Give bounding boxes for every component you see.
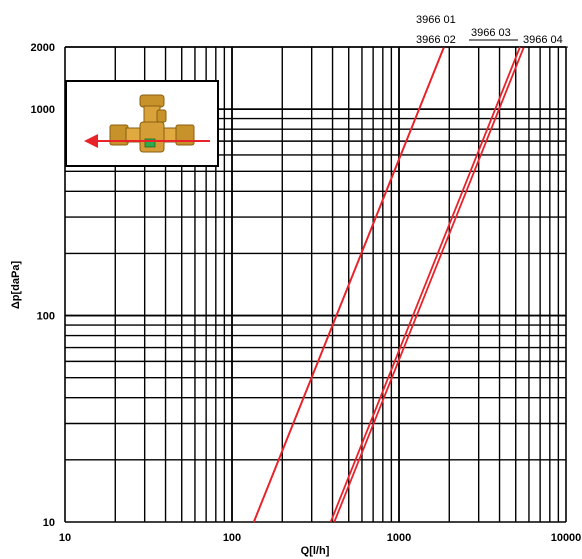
x-tick-label: 1000: [387, 532, 411, 544]
y-tick-label: 2000: [31, 42, 55, 54]
series-labels: 3966 01 3966 02 3966 03 3966 04: [414, 14, 568, 48]
x-tick-label: 10000: [551, 532, 582, 544]
y-tick-label: 10: [43, 517, 55, 529]
x-tick-labels: 10 100 1000 10000: [59, 532, 581, 544]
y-tick-label: 100: [37, 311, 55, 323]
series-label-3966-04: 3966 04: [523, 34, 563, 46]
y-tick-labels: 10 100 1000 2000: [31, 42, 55, 529]
x-axis-title: Q[l/h]: [301, 545, 330, 557]
y-tick-label: 1000: [31, 104, 55, 116]
series-line-3966-02: [252, 46, 445, 523]
series-label-3966-01: 3966 01: [416, 14, 456, 26]
series-lines: [252, 46, 525, 523]
valve-inset: [65, 80, 219, 167]
x-tick-label: 100: [223, 532, 241, 544]
y-axis-title: Δp[daPa]: [10, 261, 22, 310]
series-line-3966-04: [333, 46, 525, 523]
flow-arrow-icon: [84, 134, 210, 148]
series-label-3966-02: 3966 02: [416, 34, 456, 46]
valve-icon: [109, 94, 195, 153]
series-label-3966-03: 3966 03: [471, 27, 511, 39]
x-tick-label: 10: [59, 532, 71, 544]
series-line-3966-03: [329, 46, 521, 523]
